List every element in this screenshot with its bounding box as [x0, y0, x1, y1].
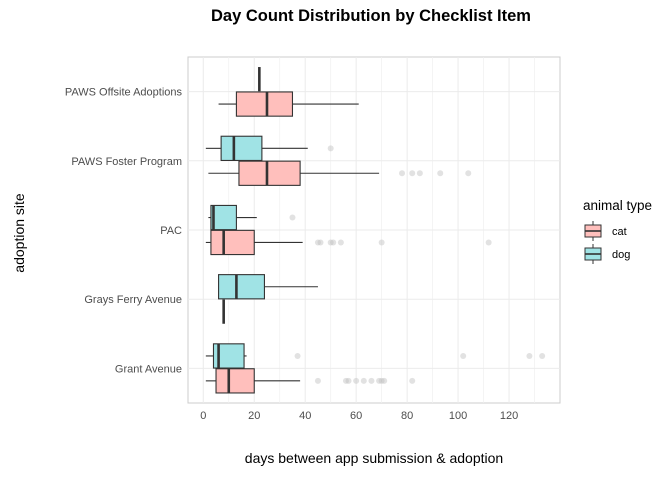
y-axis-title: adoption site — [11, 193, 27, 273]
outlier-cat-grant-avenue — [360, 377, 367, 384]
box-body-dog-grays-ferry-avenue — [218, 274, 265, 300]
axes: 0 20 40 60 80 100 120 Grant Avenue Grays Ferry A… — [65, 87, 518, 422]
outlier-cat-grant-avenue — [345, 377, 352, 384]
outlier-cat-grant-avenue — [378, 377, 385, 384]
outlier-cat-pac — [378, 239, 385, 246]
chart-title: Day Count Distribution by Checklist Item — [211, 7, 531, 25]
legend-key-cat — [584, 221, 602, 241]
box-body-cat-pac — [210, 229, 255, 256]
x-tick-label: 120 — [500, 410, 518, 422]
box-cat-pac — [205, 229, 492, 256]
y-tick-label-grant-avenue: Grant Avenue — [115, 363, 182, 375]
outlier-cat-paws-foster-program — [465, 170, 472, 177]
y-tick-label-pac: PAC — [160, 225, 182, 237]
outlier-dog-grant-avenue — [460, 352, 467, 359]
outlier-cat-grant-avenue — [381, 377, 388, 384]
legend-label-dog: dog — [612, 249, 630, 261]
box-body-cat-paws-foster-program — [238, 160, 301, 186]
box-cat-paws-offsite-adoptions — [218, 91, 359, 117]
legend-title: animal type — [583, 198, 652, 213]
x-tick-label: 20 — [248, 410, 260, 422]
y-tick-label-grays-ferry-avenue: Grays Ferry Avenue — [84, 294, 182, 306]
outlier-cat-pac — [327, 239, 334, 246]
x-tick-label: 100 — [449, 410, 467, 422]
box-body-cat-paws-offsite-adoptions — [235, 91, 294, 117]
x-tick-label: 40 — [299, 410, 311, 422]
y-tick-label-paws-offsite-adoptions: PAWS Offsite Adoptions — [65, 87, 183, 99]
outlier-cat-paws-foster-program — [399, 170, 406, 177]
outlier-cat-pac — [314, 239, 321, 246]
outlier-dog-grant-avenue — [526, 352, 533, 359]
outlier-dog-grant-avenue — [294, 352, 301, 359]
legend-key-dog — [584, 244, 602, 264]
plot-area — [187, 56, 561, 404]
outlier-dog-grant-avenue — [539, 352, 546, 359]
outlier-cat-grant-avenue — [342, 377, 349, 384]
box-body-dog-paws-foster-program — [220, 135, 263, 162]
outlier-cat-paws-foster-program — [409, 170, 416, 177]
box-body-cat-grant-avenue — [215, 368, 255, 394]
box-dog-paws-foster-program — [205, 135, 334, 162]
outlier-cat-pac — [485, 239, 492, 246]
outlier-cat-grant-avenue — [353, 377, 360, 384]
outlier-cat-pac — [337, 239, 344, 246]
outlier-cat-grant-avenue — [314, 377, 321, 384]
legend: animal type cat dog — [583, 198, 652, 264]
outlier-cat-grant-avenue — [376, 377, 383, 384]
outlier-cat-paws-foster-program — [437, 170, 444, 177]
box-dog-pac — [208, 204, 296, 231]
box-cat-paws-foster-program — [208, 160, 472, 186]
outlier-dog-pac — [289, 214, 296, 221]
box-body-dog-pac — [210, 204, 237, 231]
y-tick-label-paws-foster-program: PAWS Foster Program — [71, 156, 182, 168]
outlier-dog-paws-foster-program — [327, 145, 334, 152]
legend-label-cat: cat — [612, 226, 627, 238]
x-axis-title: days between app submission & adoption — [245, 450, 503, 466]
box-cat-grant-avenue — [205, 368, 416, 394]
outlier-cat-grant-avenue — [409, 377, 416, 384]
x-tick-label: 0 — [200, 410, 206, 422]
outlier-cat-pac — [317, 239, 324, 246]
outlier-cat-paws-foster-program — [416, 170, 423, 177]
outlier-cat-grant-avenue — [368, 377, 375, 384]
box-dog-grant-avenue — [205, 343, 546, 369]
outlier-cat-pac — [330, 239, 337, 246]
x-tick-label: 80 — [401, 410, 413, 422]
box-dog-grays-ferry-avenue — [218, 274, 318, 300]
x-tick-label: 60 — [350, 410, 362, 422]
